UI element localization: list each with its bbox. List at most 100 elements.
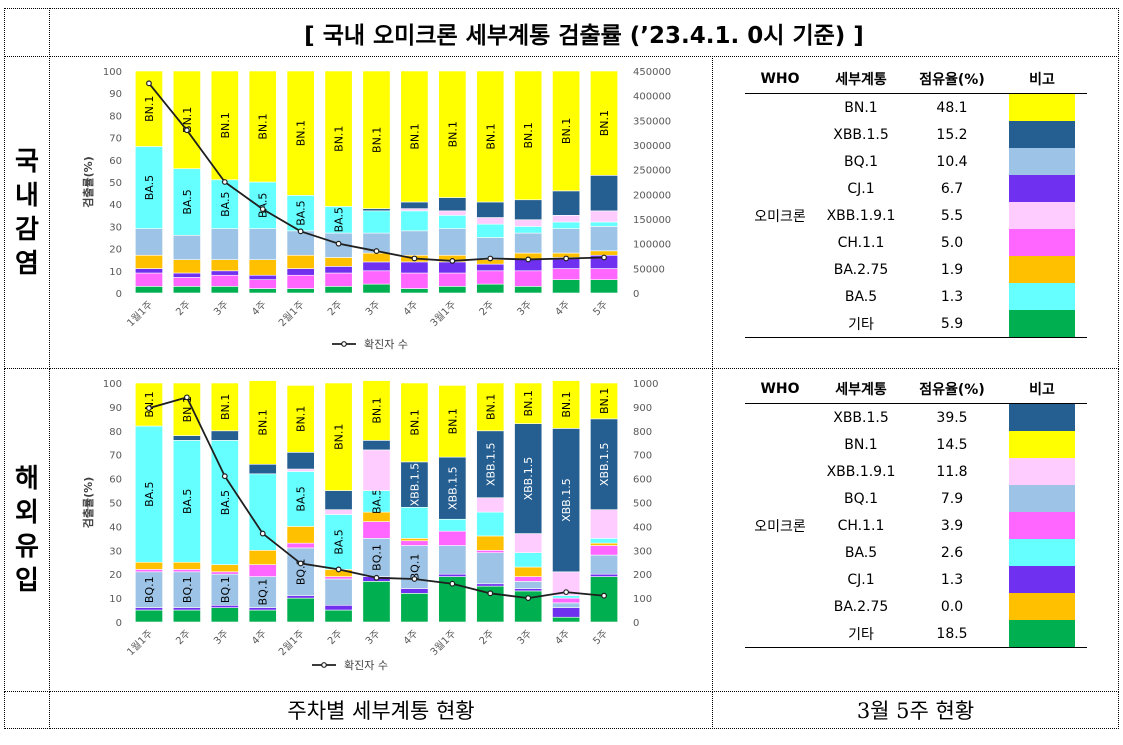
- color-swatch-cell: [997, 202, 1087, 229]
- bar-segment: [438, 286, 467, 294]
- page-title: [ 국내 오미크론 세부계통 검출률 (’23.4.1. 0시 기준) ]: [49, 8, 1119, 57]
- overseas-section-label: 해 외 유 입: [4, 368, 50, 692]
- bar-segment: [400, 288, 429, 294]
- overseas-share-table: WHO 세부계통 점유율(%) 비고 오미크론 XBB.1.5 39.5 BN.1 14.5 XB…: [745, 375, 1087, 648]
- bar-segment: [248, 274, 277, 280]
- x-tick-label: 5주: [591, 299, 610, 318]
- bar-segment: [286, 595, 315, 599]
- bar-segment: [362, 210, 391, 234]
- bar-segment: [324, 382, 353, 491]
- bar-data-label: BN.1: [598, 110, 611, 136]
- color-swatch: [1009, 202, 1075, 229]
- color-swatch: [1009, 404, 1075, 431]
- cases-point: [373, 574, 380, 581]
- bar-segment: [286, 526, 315, 544]
- bar-segment: [590, 576, 618, 623]
- cases-point: [411, 576, 418, 582]
- bar-segment: [248, 473, 277, 551]
- share-cell: 18.5: [907, 620, 997, 648]
- bar-segment: [324, 604, 353, 611]
- y-tick-label: 90: [109, 403, 122, 414]
- lineage-cell: 기타: [815, 620, 907, 648]
- table-header-cell: 비고: [997, 375, 1087, 404]
- color-swatch: [1009, 175, 1075, 202]
- color-swatch-cell: [997, 229, 1087, 256]
- bar-segment: [248, 463, 277, 475]
- bar-data-label: XBB.1.5: [446, 466, 459, 510]
- bar-segment: [400, 461, 429, 508]
- bar-segment: [324, 578, 353, 606]
- cases-point: [221, 473, 228, 480]
- bar-data-label: BA.5: [219, 192, 232, 217]
- bar-segment: [400, 538, 429, 542]
- color-swatch-cell: [997, 620, 1087, 648]
- bar-segment: [172, 569, 201, 573]
- y2-tick-label: 300: [633, 546, 652, 557]
- bar-segment: [172, 609, 201, 623]
- domestic-section-label: 국 내 감 염: [4, 56, 50, 369]
- lineage-cell: BQ.1: [844, 153, 878, 170]
- y-tick-label: 60: [109, 156, 122, 167]
- bar-segment: [552, 279, 581, 294]
- x-tick-label: 1월1주: [125, 628, 155, 658]
- table-header-cell: 점유율(%): [907, 65, 997, 94]
- bar-segment: [286, 70, 315, 196]
- bar-data-label: XBB.1.5: [522, 457, 535, 501]
- bar-segment: [286, 471, 315, 527]
- cases-point: [259, 530, 266, 537]
- bar-segment: [362, 449, 391, 491]
- share-cell: 3.9: [940, 517, 964, 534]
- bar-data-label: BQ.1: [295, 558, 308, 585]
- color-swatch-cell: [997, 94, 1087, 121]
- domestic-share-table: WHO 세부계통 점유율(%) 비고 오미크론 BN.1 48.1 XBB.1.5 15.2 BQ…: [745, 65, 1087, 338]
- y-tick-label: 10: [109, 594, 122, 605]
- bar-data-label: BN.1: [446, 121, 459, 147]
- bar-segment: [135, 146, 163, 229]
- bar-data-label: BN.1: [598, 388, 611, 414]
- bar-data-label: BA.5: [181, 489, 194, 514]
- bar-data-label: BA.5: [333, 529, 346, 554]
- y2-tick-label: 0: [633, 289, 639, 300]
- bar-segment: [172, 435, 201, 441]
- cases-point: [259, 206, 266, 213]
- bar-segment: [286, 195, 315, 232]
- bar-segment: [438, 518, 467, 532]
- bar-segment: [552, 616, 581, 623]
- y-tick-label: 50: [109, 178, 122, 189]
- y2-tick-label: 200000: [633, 190, 671, 201]
- bar-segment: [172, 571, 201, 608]
- bar-segment: [210, 604, 239, 608]
- legend-label: 확진자 수: [364, 338, 408, 351]
- color-swatch-cell: [997, 566, 1087, 593]
- bar-segment: [135, 382, 163, 427]
- bar-segment: [324, 266, 353, 274]
- y2-tick-label: 900: [633, 403, 652, 414]
- color-swatch: [1009, 148, 1075, 175]
- bar-data-label: BA.5: [295, 486, 308, 511]
- bar-data-label: BN.1: [295, 406, 308, 432]
- y2-tick-label: 450000: [633, 67, 671, 78]
- bar-segment: [552, 428, 581, 573]
- bar-segment: [172, 277, 201, 287]
- bar-data-label: BN.1: [560, 391, 573, 417]
- share-cell: 7.9: [940, 490, 964, 507]
- x-tick-label: 2주: [478, 299, 497, 318]
- bar-segment: [210, 573, 239, 606]
- color-swatch-cell: [997, 431, 1087, 458]
- bar-segment: [590, 221, 618, 227]
- bar-segment: [400, 70, 429, 203]
- bar-segment: [248, 550, 277, 565]
- bar-data-label: BQ.1: [181, 576, 194, 603]
- bar-segment: [172, 259, 201, 274]
- bar-segment: [514, 232, 543, 254]
- bar-segment: [362, 252, 391, 263]
- cases-point: [335, 566, 342, 573]
- bar-segment: [286, 542, 315, 549]
- y2-tick-label: 300000: [633, 141, 671, 152]
- bar-segment: [552, 607, 581, 618]
- bar-data-label: BQ.1: [257, 579, 270, 606]
- bar-segment: [400, 588, 429, 594]
- bar-segment: [400, 540, 429, 546]
- bar-data-label: XBB.1.5: [560, 478, 573, 522]
- table-row: BA.5 1.3: [745, 283, 1087, 310]
